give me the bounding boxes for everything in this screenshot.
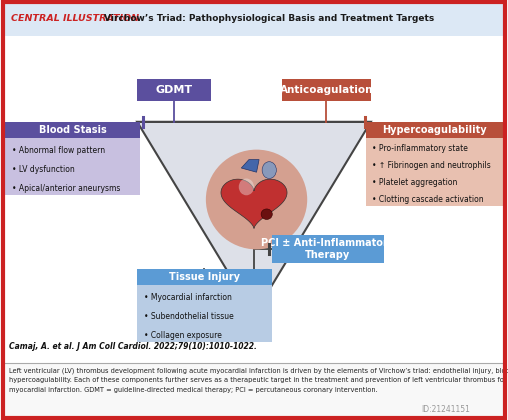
Text: Anticoagulation: Anticoagulation (279, 85, 373, 95)
FancyBboxPatch shape (366, 138, 503, 206)
Text: • LV dysfunction: • LV dysfunction (12, 165, 75, 174)
FancyBboxPatch shape (3, 4, 505, 36)
Text: • Myocardial infarction: • Myocardial infarction (144, 293, 232, 302)
Text: • Subendothelial tissue: • Subendothelial tissue (144, 312, 234, 321)
Polygon shape (221, 179, 287, 228)
FancyBboxPatch shape (5, 138, 140, 195)
Text: Camaj, A. et al. J Am Coll Cardiol. 2022;79(10):1010-1022.: Camaj, A. et al. J Am Coll Cardiol. 2022… (9, 342, 257, 351)
FancyBboxPatch shape (137, 79, 211, 101)
FancyBboxPatch shape (3, 363, 505, 417)
FancyBboxPatch shape (366, 122, 503, 138)
Text: • Clotting cascade activation: • Clotting cascade activation (372, 195, 484, 205)
Ellipse shape (262, 162, 276, 178)
Text: • Pro-inflammatory state: • Pro-inflammatory state (372, 144, 468, 153)
Text: • Collagen exposure: • Collagen exposure (144, 331, 221, 340)
FancyBboxPatch shape (5, 122, 140, 138)
Text: Tissue Injury: Tissue Injury (169, 272, 240, 282)
Text: GDMT: GDMT (155, 85, 193, 95)
Text: Hypercoagulability: Hypercoagulability (382, 125, 487, 135)
Text: CENTRAL ILLUSTRATION: CENTRAL ILLUSTRATION (11, 14, 139, 24)
Polygon shape (241, 160, 259, 172)
Text: • ↑ Fibrinogen and neutrophils: • ↑ Fibrinogen and neutrophils (372, 161, 491, 171)
FancyBboxPatch shape (137, 285, 272, 342)
Text: • Platelet aggregation: • Platelet aggregation (372, 178, 458, 187)
Text: Blood Stasis: Blood Stasis (39, 125, 106, 135)
Text: myocardial infarction. GDMT = guideline-directed medical therapy; PCI = percutan: myocardial infarction. GDMT = guideline-… (9, 387, 378, 393)
Text: PCI ± Anti-Inflammatory
Therapy: PCI ± Anti-Inflammatory Therapy (261, 238, 394, 260)
Ellipse shape (239, 178, 254, 195)
Text: • Apical/anterior aneurysms: • Apical/anterior aneurysms (12, 184, 120, 193)
Ellipse shape (206, 150, 307, 249)
Text: hypercoagulability. Each of these components further serves as a therapeutic tar: hypercoagulability. Each of these compon… (9, 377, 508, 383)
Polygon shape (137, 122, 371, 315)
FancyBboxPatch shape (282, 79, 371, 101)
FancyBboxPatch shape (272, 235, 384, 262)
Text: • Abnormal flow pattern: • Abnormal flow pattern (12, 146, 105, 155)
FancyBboxPatch shape (137, 269, 272, 285)
Ellipse shape (261, 209, 272, 219)
Text: Left ventricular (LV) thrombus development following acute myocardial infarction: Left ventricular (LV) thrombus developme… (9, 368, 508, 374)
Text: ID:21241151: ID:21241151 (422, 405, 470, 414)
Text: Virchow’s Triad: Pathophysiological Basis and Treatment Targets: Virchow’s Triad: Pathophysiological Basi… (104, 14, 434, 24)
